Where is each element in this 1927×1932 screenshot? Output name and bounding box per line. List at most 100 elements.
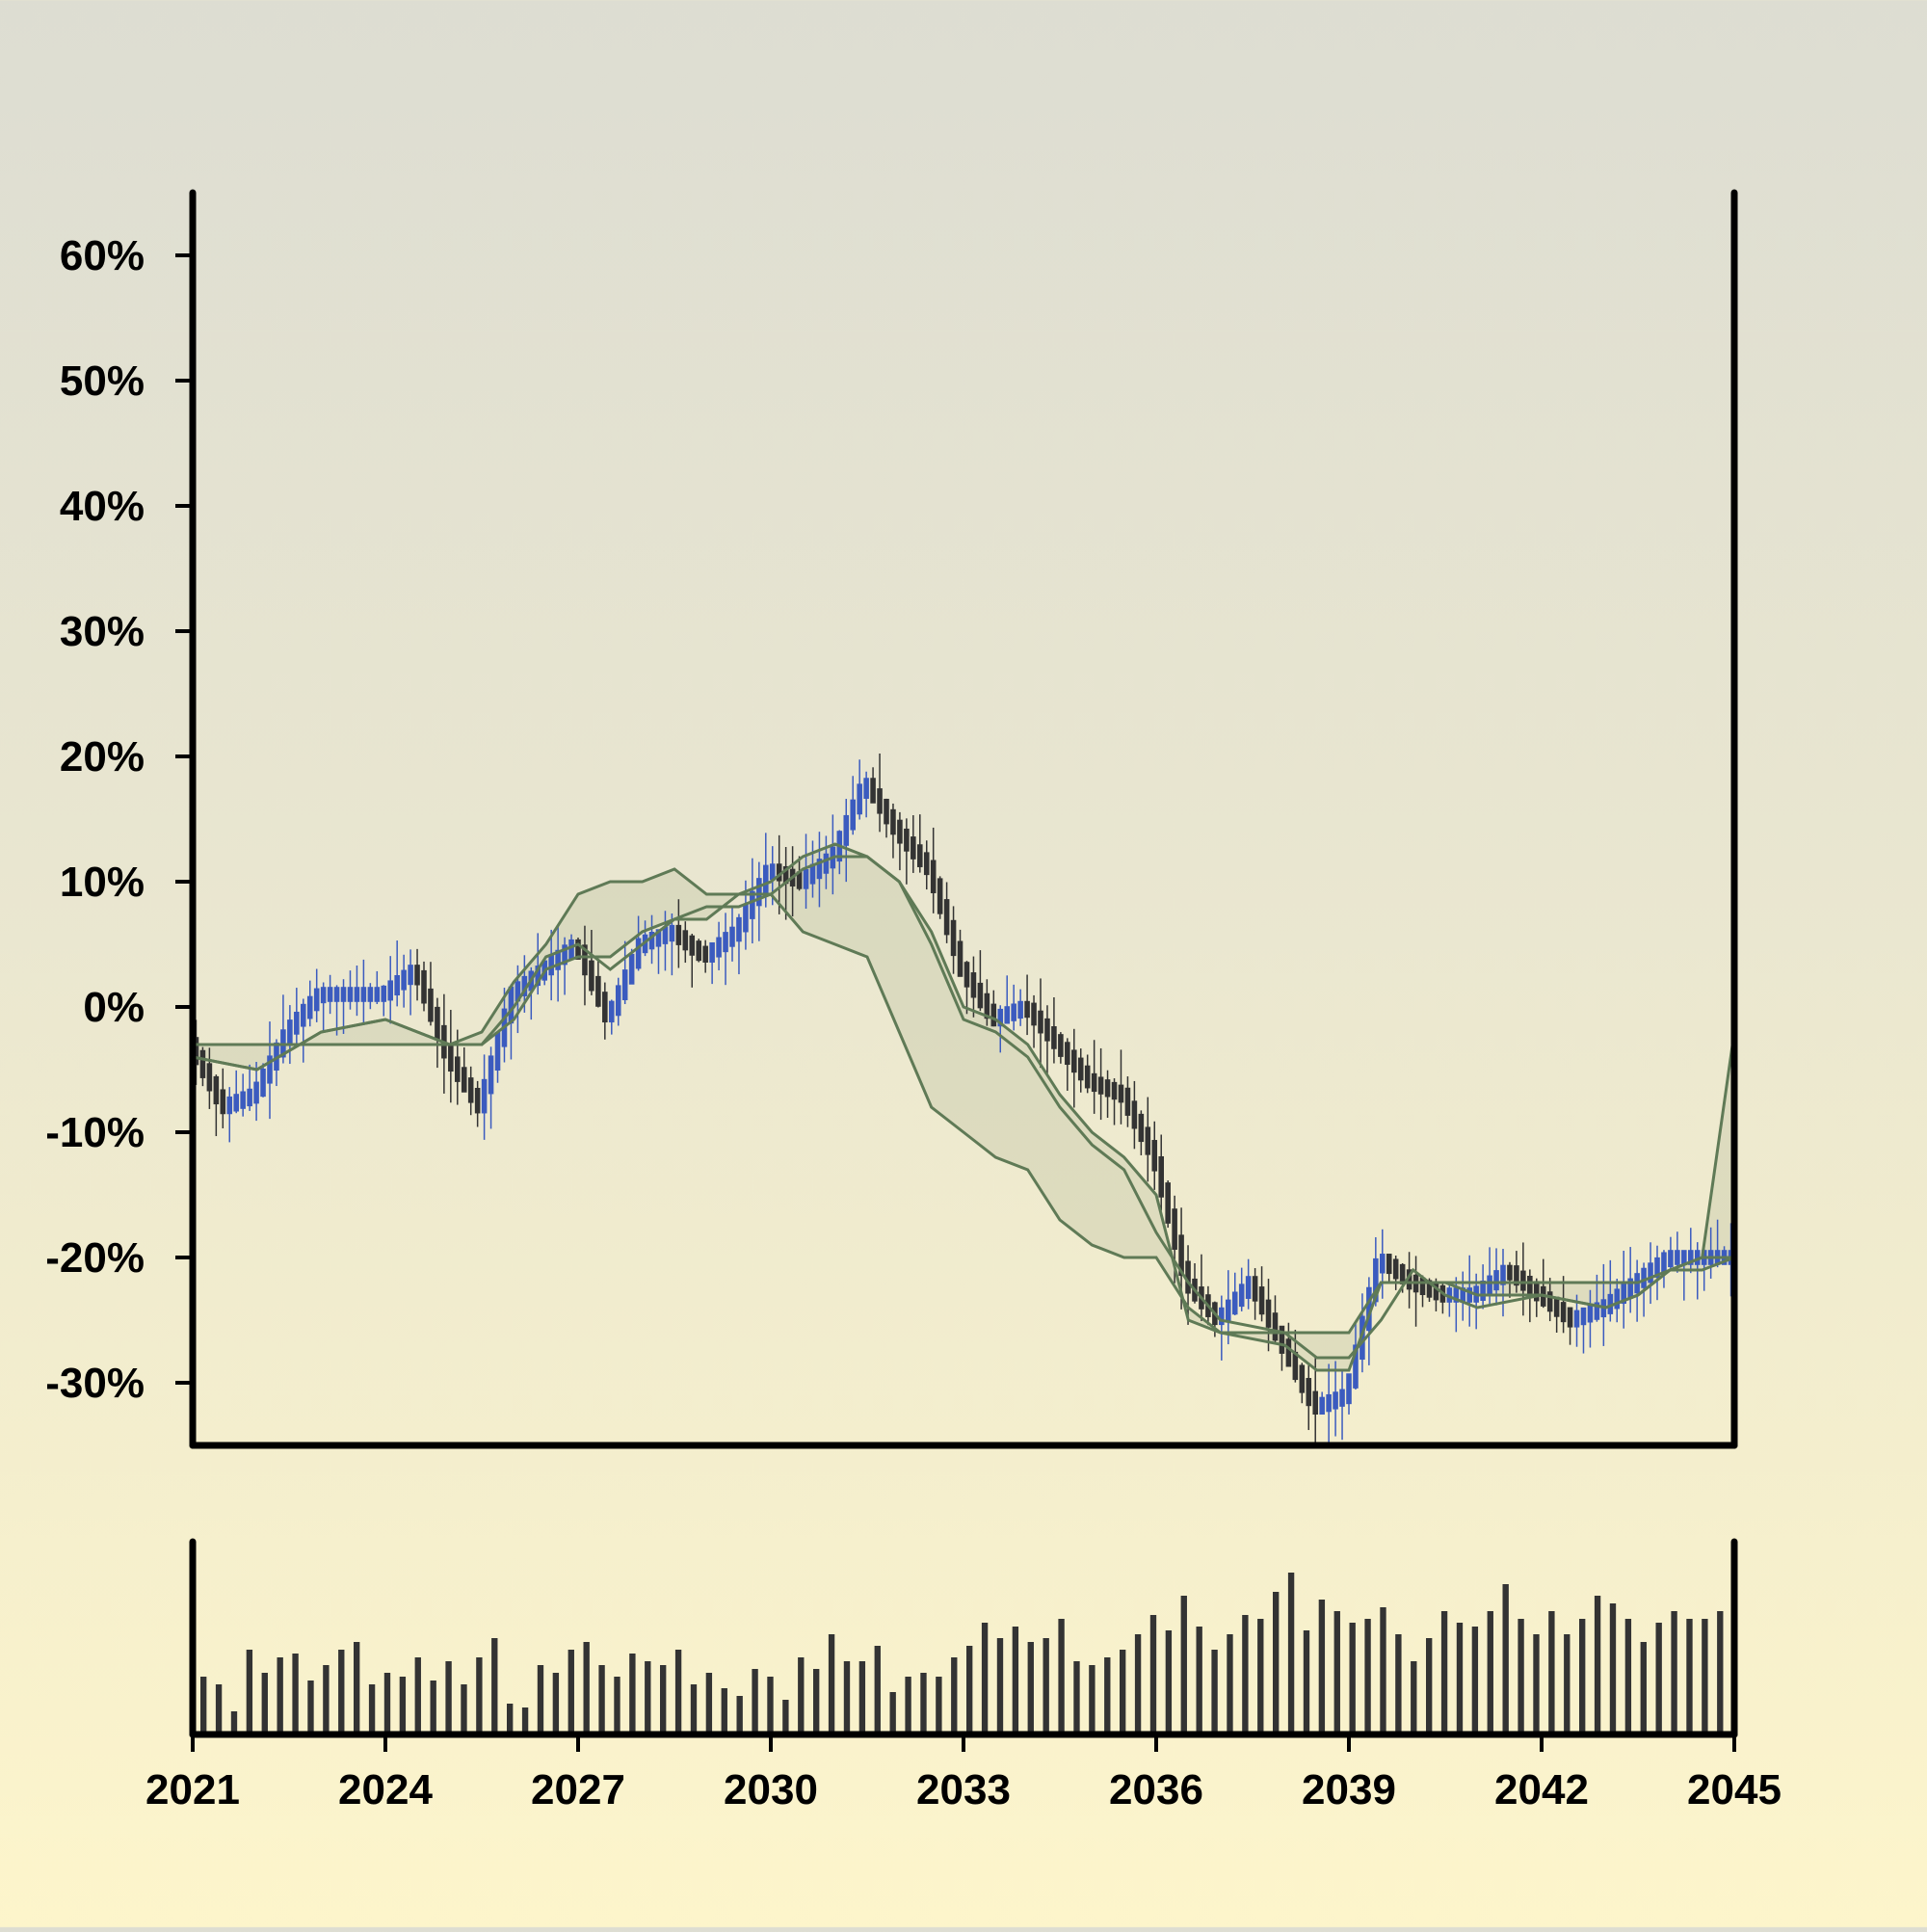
candle-body xyxy=(1694,1250,1701,1265)
candle-body xyxy=(535,966,541,987)
candle-body xyxy=(287,1019,293,1045)
candle-body xyxy=(428,988,434,1022)
candle-body xyxy=(360,987,367,1002)
candle-body xyxy=(1065,1042,1070,1066)
y-tick-label: -20% xyxy=(45,1234,145,1282)
volume-bar xyxy=(568,1650,574,1734)
volume-bar xyxy=(645,1661,651,1734)
candle-body xyxy=(1607,1293,1614,1314)
y-tick-label: 10% xyxy=(60,859,145,906)
candle-body xyxy=(937,878,943,914)
volume-bar xyxy=(1533,1634,1540,1734)
candle-body xyxy=(1178,1234,1184,1277)
candle-body xyxy=(1507,1264,1513,1281)
y-tick-label: -10% xyxy=(45,1109,145,1156)
volume-bar xyxy=(507,1704,514,1734)
candle-body xyxy=(1594,1302,1600,1320)
candle-body xyxy=(1145,1126,1151,1155)
candle-body xyxy=(1071,1049,1077,1073)
candle-body xyxy=(313,988,320,1012)
volume-bar xyxy=(521,1707,529,1734)
volume-bar xyxy=(1149,1615,1157,1734)
candle-body xyxy=(609,1000,615,1023)
candle-body xyxy=(1238,1284,1245,1308)
candle-body xyxy=(816,859,823,880)
volume-bar xyxy=(1349,1623,1356,1734)
candle-body xyxy=(521,975,528,996)
candle-body xyxy=(702,945,708,963)
y-tick-label: 50% xyxy=(60,357,145,405)
candle-body xyxy=(897,819,903,844)
candle-body xyxy=(515,981,521,1002)
candle-body xyxy=(1231,1291,1238,1315)
candle-body xyxy=(950,919,957,957)
candle-body xyxy=(863,778,869,799)
volume-bar xyxy=(1242,1615,1249,1734)
candle-body xyxy=(1641,1267,1647,1288)
candle-body xyxy=(964,962,970,988)
volume-bar xyxy=(1364,1619,1371,1734)
x-tick-label: 2027 xyxy=(531,1766,625,1813)
candle-body xyxy=(1406,1269,1412,1290)
candle-body xyxy=(1527,1275,1533,1297)
candle-body xyxy=(957,940,964,977)
candle-body xyxy=(548,955,554,976)
candle-body xyxy=(1553,1296,1560,1317)
volume-bar xyxy=(721,1688,727,1734)
candle-body xyxy=(595,975,601,1007)
candle-body xyxy=(750,890,755,919)
candle-body xyxy=(327,987,333,1002)
volume-bar xyxy=(1686,1619,1693,1734)
volume-panel xyxy=(189,1538,1738,1738)
candle-body xyxy=(1272,1312,1279,1341)
candle-body xyxy=(635,938,642,969)
volume-bar xyxy=(705,1673,713,1734)
candle-body xyxy=(1493,1270,1499,1291)
volume-bar xyxy=(368,1684,376,1734)
candle-body xyxy=(401,969,407,991)
candle-body xyxy=(1587,1305,1594,1323)
volume-bar xyxy=(1089,1665,1095,1734)
candle-body xyxy=(743,904,749,933)
volume-bar xyxy=(1564,1634,1571,1734)
volume-bar xyxy=(1456,1623,1464,1734)
candle-body xyxy=(602,992,608,1023)
candle-body xyxy=(943,899,950,936)
volume-bar xyxy=(1211,1650,1218,1734)
candle-body xyxy=(1567,1307,1573,1328)
volume-bar xyxy=(383,1673,391,1734)
candle-body xyxy=(1319,1396,1325,1416)
lower-band-line xyxy=(193,892,1734,1372)
candle-body xyxy=(582,944,588,976)
candle-body xyxy=(1480,1280,1486,1301)
volume-bar xyxy=(981,1623,989,1734)
candle-body xyxy=(1024,1000,1030,1019)
candle-body xyxy=(247,1088,252,1107)
candle-body xyxy=(689,935,696,956)
candle-body xyxy=(1668,1250,1674,1268)
candle-body xyxy=(1044,1018,1050,1042)
candle-body xyxy=(1051,1026,1057,1049)
volume-bar xyxy=(277,1657,283,1734)
x-tick-label: 2039 xyxy=(1302,1766,1396,1813)
volume-bar xyxy=(1640,1642,1647,1734)
volume-bar xyxy=(951,1657,958,1734)
candle-body xyxy=(1580,1307,1587,1326)
candle-body xyxy=(655,929,662,947)
candle-body xyxy=(240,1091,246,1109)
volume-bar xyxy=(1318,1600,1326,1734)
candle-body xyxy=(1373,1257,1379,1303)
volume-bar xyxy=(1471,1627,1479,1734)
candle-body xyxy=(890,808,896,835)
volume-bar xyxy=(1303,1630,1310,1734)
candle-body xyxy=(696,940,701,962)
candle-body xyxy=(408,965,413,986)
candle-body xyxy=(340,987,347,1002)
volume-bar xyxy=(614,1677,620,1734)
candle-body xyxy=(448,1043,454,1072)
volume-bar xyxy=(874,1646,881,1734)
candle-body xyxy=(1466,1287,1472,1303)
candle-body xyxy=(1560,1302,1567,1323)
candle-body xyxy=(1627,1278,1633,1299)
x-tick-label: 2033 xyxy=(916,1766,1011,1813)
